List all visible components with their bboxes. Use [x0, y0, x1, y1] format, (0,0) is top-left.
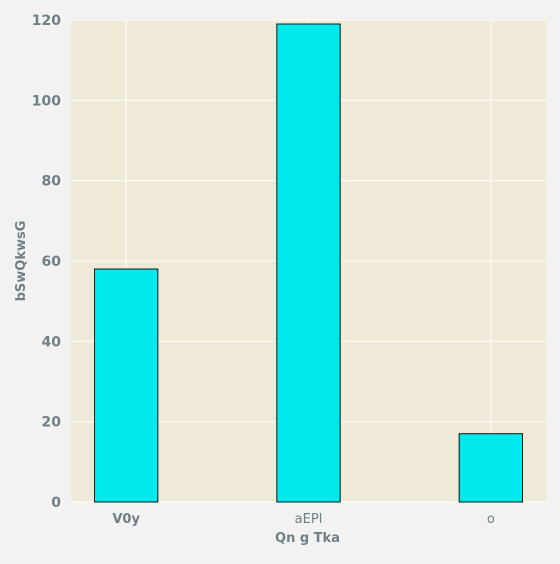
- y-tick-label: 60: [42, 254, 62, 270]
- y-tick-label: 80: [42, 174, 62, 190]
- y-tick-label: 0: [51, 495, 61, 511]
- x-axis-label: Qn g Tka: [275, 531, 340, 546]
- y-axis-label: bSwQkwsG: [14, 221, 29, 302]
- x-tick-label: o: [487, 512, 495, 527]
- y-axis-ticks: 0 20 40 60 80 100 120: [32, 13, 61, 511]
- y-tick-label: 20: [42, 415, 62, 431]
- bar-aEPl: [276, 23, 341, 503]
- bar-V0y: [94, 268, 159, 503]
- y-tick-label: 40: [42, 334, 62, 350]
- bars: [94, 23, 523, 503]
- x-tick-label: aEPl: [295, 512, 323, 527]
- x-tick-label: V0y: [112, 512, 140, 527]
- bar-o: [458, 433, 523, 503]
- y-tick-label: 100: [32, 93, 61, 109]
- x-axis-ticks: V0y aEPl o: [112, 512, 494, 527]
- y-tick-label: 120: [32, 13, 61, 29]
